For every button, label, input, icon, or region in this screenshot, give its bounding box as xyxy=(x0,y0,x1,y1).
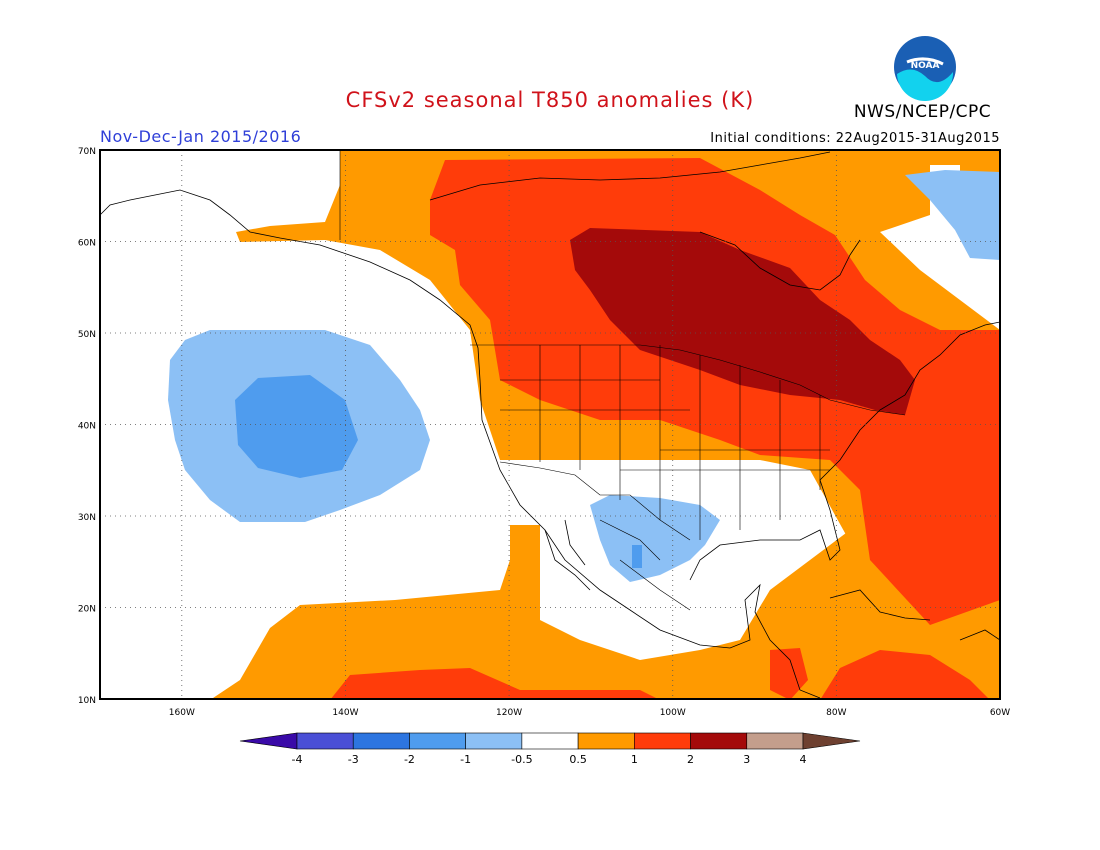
chart-title: CFSv2 seasonal T850 anomalies (K) xyxy=(345,88,755,112)
map-frame xyxy=(99,149,1001,700)
colorbar-swatch xyxy=(577,732,635,750)
lat-tick-label: 40N xyxy=(78,422,96,432)
anomaly-blue-mexico xyxy=(632,545,642,568)
anomaly-orange-south xyxy=(210,525,1000,700)
colorbar-swatch xyxy=(352,732,410,750)
anomaly-red-cuba xyxy=(770,648,808,700)
colorbar-tick-label: 2 xyxy=(687,753,694,766)
colorbar-high-arrow xyxy=(802,732,861,750)
period-label: Nov-Dec-Jan 2015/2016 xyxy=(100,127,302,146)
lon-tick-label: 100W xyxy=(660,708,686,718)
lon-tick-label: 140W xyxy=(332,708,358,718)
colorbar-tick-label: -4 xyxy=(292,753,303,766)
lat-tick-label: 60N xyxy=(78,239,96,249)
colorbar-swatch xyxy=(521,732,579,750)
colorbar-low-arrow xyxy=(239,732,298,750)
coastline-baja xyxy=(544,519,591,591)
colorbar-tick-label: -0.5 xyxy=(511,753,532,766)
lon-tick-label: 60W xyxy=(990,708,1010,718)
lon-tick-label: 160W xyxy=(169,708,195,718)
colorbar-swatch xyxy=(465,732,523,750)
anomaly-red-south xyxy=(330,668,660,700)
initial-conditions-label: Initial conditions: 22Aug2015-31Aug2015 xyxy=(710,131,1000,146)
colorbar-tick-label: 0.5 xyxy=(569,753,587,766)
colorbar-swatch xyxy=(634,732,691,750)
colorbar-tick-label: -2 xyxy=(404,753,415,766)
coastline-north-america xyxy=(99,189,821,699)
agency-label: NWS/NCEP/CPC xyxy=(853,102,992,122)
coastline-caribbean xyxy=(829,589,1001,641)
colorbar-tick-label: 4 xyxy=(800,753,807,766)
lat-tick-label: 20N xyxy=(78,605,96,615)
lon-tick-label: 80W xyxy=(826,708,846,718)
axis-labels: 70N 60N 50N 40N 30N 20N 10N 160W 140W 120W 100W 80W… xyxy=(78,147,1010,718)
lat-tick-label: 70N xyxy=(78,147,96,157)
lon-tick-label: 120W xyxy=(496,708,522,718)
lat-tick-label: 30N xyxy=(78,513,96,523)
colorbar-swatch xyxy=(746,732,804,750)
colorbar-tick-label: -1 xyxy=(460,753,471,766)
anomaly-red-east xyxy=(820,650,990,700)
colorbar-tick-label: 3 xyxy=(743,753,750,766)
anomaly-lightblue-mexico xyxy=(590,495,720,582)
border-mexico-states xyxy=(599,519,691,611)
border-us-canada xyxy=(470,344,906,416)
border-us-states xyxy=(500,345,830,540)
colorbar-tick-label: 1 xyxy=(631,753,638,766)
anomaly-blue-core xyxy=(235,375,358,478)
lat-tick-label: 10N xyxy=(78,696,96,706)
anomaly-red-north xyxy=(430,158,1000,625)
lat-tick-label: 50N xyxy=(78,330,96,340)
colorbar-swatch xyxy=(296,732,354,750)
anomaly-fills xyxy=(168,150,1000,700)
colorbar-tick-label: -3 xyxy=(348,753,359,766)
anomaly-lightblue-greenland xyxy=(905,170,1000,260)
colorbar-swatch xyxy=(409,732,466,750)
coastline-arctic xyxy=(429,151,831,201)
anomaly-darkred xyxy=(570,228,915,415)
graticule xyxy=(100,150,1000,699)
colorbar-swatch xyxy=(690,732,748,750)
political-borders xyxy=(339,150,906,611)
coastline-hudson xyxy=(699,231,861,291)
